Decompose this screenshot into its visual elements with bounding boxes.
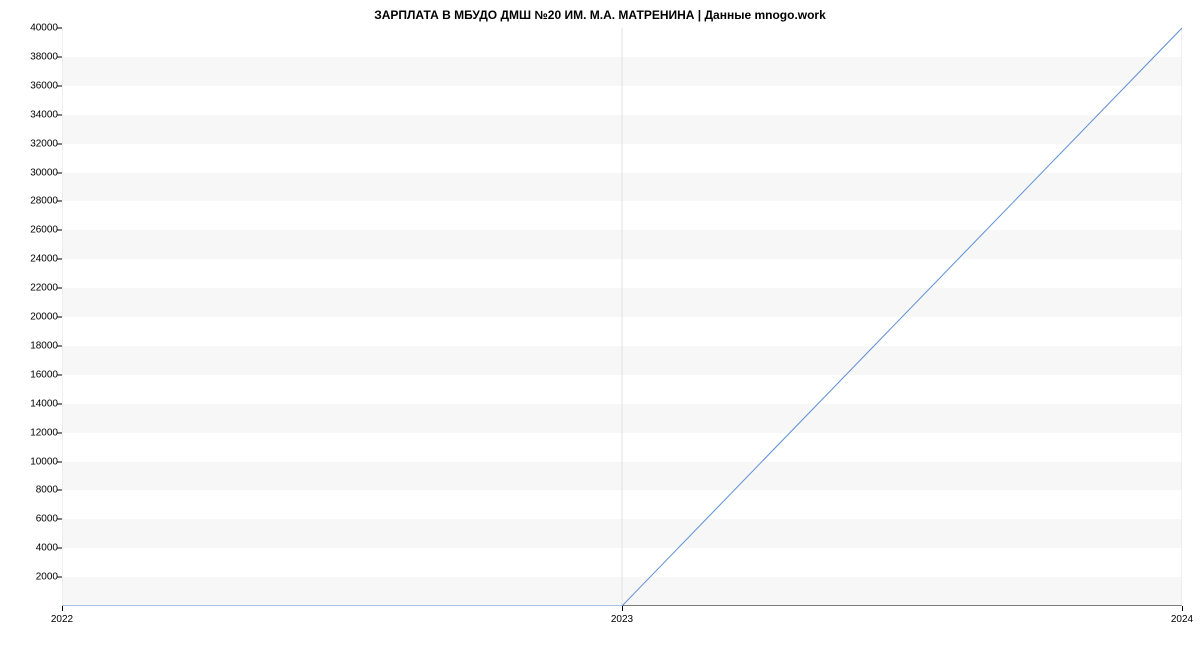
chart-title: ЗАРПЛАТА В МБУДО ДМШ №20 ИМ. М.А. МАТРЕН…	[0, 8, 1200, 22]
y-axis-tick-label: 8000	[8, 485, 58, 496]
x-axis-tick-label: 2023	[611, 614, 633, 625]
y-axis-tick-label: 38000	[8, 51, 58, 62]
y-axis-tick-label: 20000	[8, 312, 58, 323]
y-axis-tick-label: 2000	[8, 572, 58, 583]
y-axis-tick-label: 4000	[8, 543, 58, 554]
y-axis-tick-label: 24000	[8, 254, 58, 265]
y-axis-tick-label: 16000	[8, 369, 58, 380]
x-axis-tick-label: 2024	[1171, 614, 1193, 625]
y-axis-tick-label: 22000	[8, 283, 58, 294]
y-axis-tick-label: 12000	[8, 427, 58, 438]
chart-container: ЗАРПЛАТА В МБУДО ДМШ №20 ИМ. М.А. МАТРЕН…	[0, 0, 1200, 650]
y-axis-tick-label: 28000	[8, 196, 58, 207]
y-axis-tick-label: 26000	[8, 225, 58, 236]
x-axis-tick	[622, 606, 623, 611]
y-axis-tick-label: 18000	[8, 340, 58, 351]
y-axis-tick-label: 14000	[8, 398, 58, 409]
y-axis-tick-label: 34000	[8, 109, 58, 120]
y-axis-tick-label: 32000	[8, 138, 58, 149]
x-axis-tick	[1182, 606, 1183, 611]
y-axis-tick-label: 36000	[8, 80, 58, 91]
x-axis-tick-label: 2022	[51, 614, 73, 625]
y-axis-tick-label: 40000	[8, 23, 58, 34]
plot-area	[62, 28, 1182, 606]
x-axis-tick	[62, 606, 63, 611]
line-chart-svg	[62, 28, 1182, 606]
y-axis-tick-label: 30000	[8, 167, 58, 178]
y-axis-tick-label: 6000	[8, 514, 58, 525]
y-axis-tick-label: 10000	[8, 456, 58, 467]
